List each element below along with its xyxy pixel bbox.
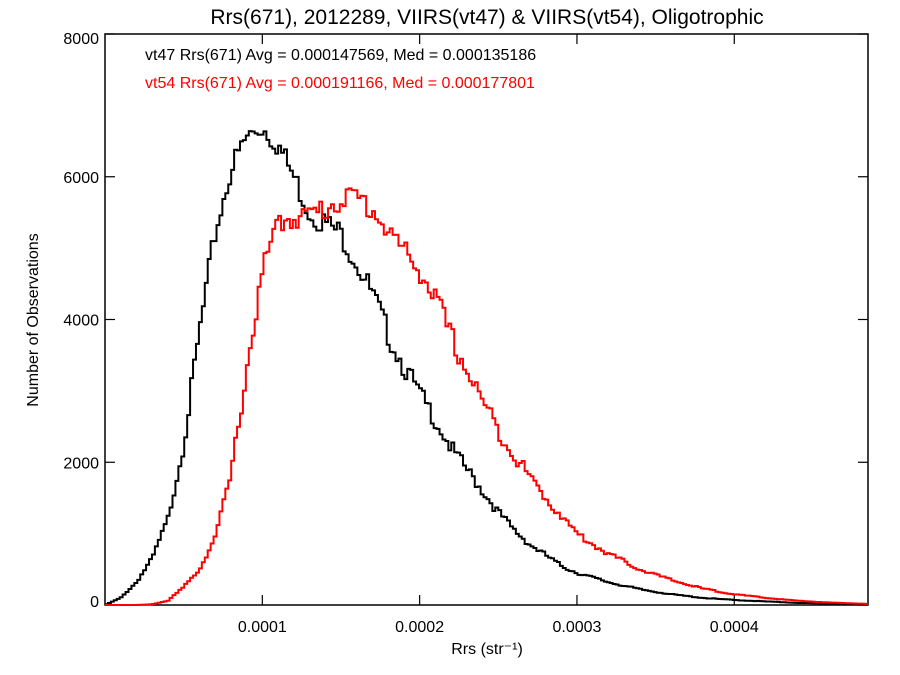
annotation-vt47-stats: vt47 Rrs(671) Avg = 0.000147569, Med = 0… [145, 47, 536, 64]
series-layer [105, 130, 868, 606]
x-tick-label: 0.0004 [710, 619, 759, 636]
y-tick-label: 4000 [63, 313, 99, 330]
y-tick-label: 2000 [63, 455, 99, 472]
y-tick-label: 6000 [63, 170, 99, 187]
histogram-series-0 [105, 130, 868, 606]
annotation-vt54-stats: vt54 Rrs(671) Avg = 0.000191166, Med = 0… [145, 75, 535, 92]
chart-title: Rrs(671), 2012289, VIIRS(vt47) & VIIRS(v… [210, 6, 763, 29]
x-axis-ticks: 0.0001 0.0002 0.0003 0.0004 [238, 34, 759, 636]
y-axis-label: Number of Observations [25, 233, 42, 406]
y-tick-label: 0 [90, 594, 99, 611]
x-tick-label: 0.0002 [395, 619, 444, 636]
x-axis-label: Rrs (str⁻¹) [451, 641, 523, 658]
histogram-series-1 [105, 187, 868, 606]
x-tick-label: 0.0003 [552, 619, 601, 636]
x-tick-label: 0.0001 [238, 619, 287, 636]
y-tick-label: 8000 [63, 31, 99, 48]
y-axis-ticks: 0 2000 4000 6000 8000 [63, 31, 868, 611]
